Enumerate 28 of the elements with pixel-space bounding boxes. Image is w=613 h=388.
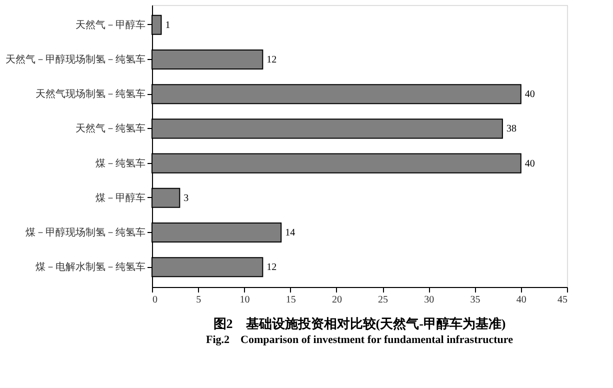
y-tick-label: 煤－电解水制氢－纯氢车 [36, 261, 146, 274]
y-tick-label: 天然气现场制氢－纯氢车 [36, 88, 146, 100]
y-tick-label: 天然气－纯氢车 [76, 122, 146, 135]
data-label: 1 [165, 20, 170, 31]
data-label: 12 [266, 262, 277, 274]
x-tick-label: 30 [424, 294, 434, 306]
data-label: 40 [524, 158, 535, 170]
y-tick-label: 煤－纯氢车 [96, 157, 146, 170]
y-tick-label: 天然气－甲醇现场制氢－纯氢车 [6, 53, 146, 66]
y-tick-label: 天然气－甲醇车 [76, 18, 146, 31]
y-tick-label: 煤－甲醇车 [96, 192, 146, 204]
text: 图2 基础设施投资相对比较(天然气-甲醇车为基准) [213, 316, 506, 331]
x-tick-label: 20 [332, 294, 342, 306]
x-tick-label: 0 [152, 294, 158, 306]
data-label: 3 [184, 192, 189, 204]
data-label: 40 [524, 89, 535, 100]
x-tick-label: 45 [558, 294, 568, 306]
data-label: 38 [506, 124, 516, 135]
x-tick-label: 15 [286, 294, 296, 306]
x-tick-label: 25 [378, 294, 388, 306]
data-label: 14 [285, 228, 296, 239]
x-tick-label: 35 [470, 294, 480, 306]
x-tick-label: 10 [240, 294, 250, 306]
text: Fig.2 Comparison of investment for fundamental infrastructure [206, 334, 514, 346]
x-tick-label: 40 [516, 294, 526, 306]
x-tick-label: 5 [196, 294, 202, 306]
data-label: 12 [266, 54, 277, 66]
y-tick-label: 煤－甲醇现场制氢－纯氢车 [26, 226, 146, 239]
